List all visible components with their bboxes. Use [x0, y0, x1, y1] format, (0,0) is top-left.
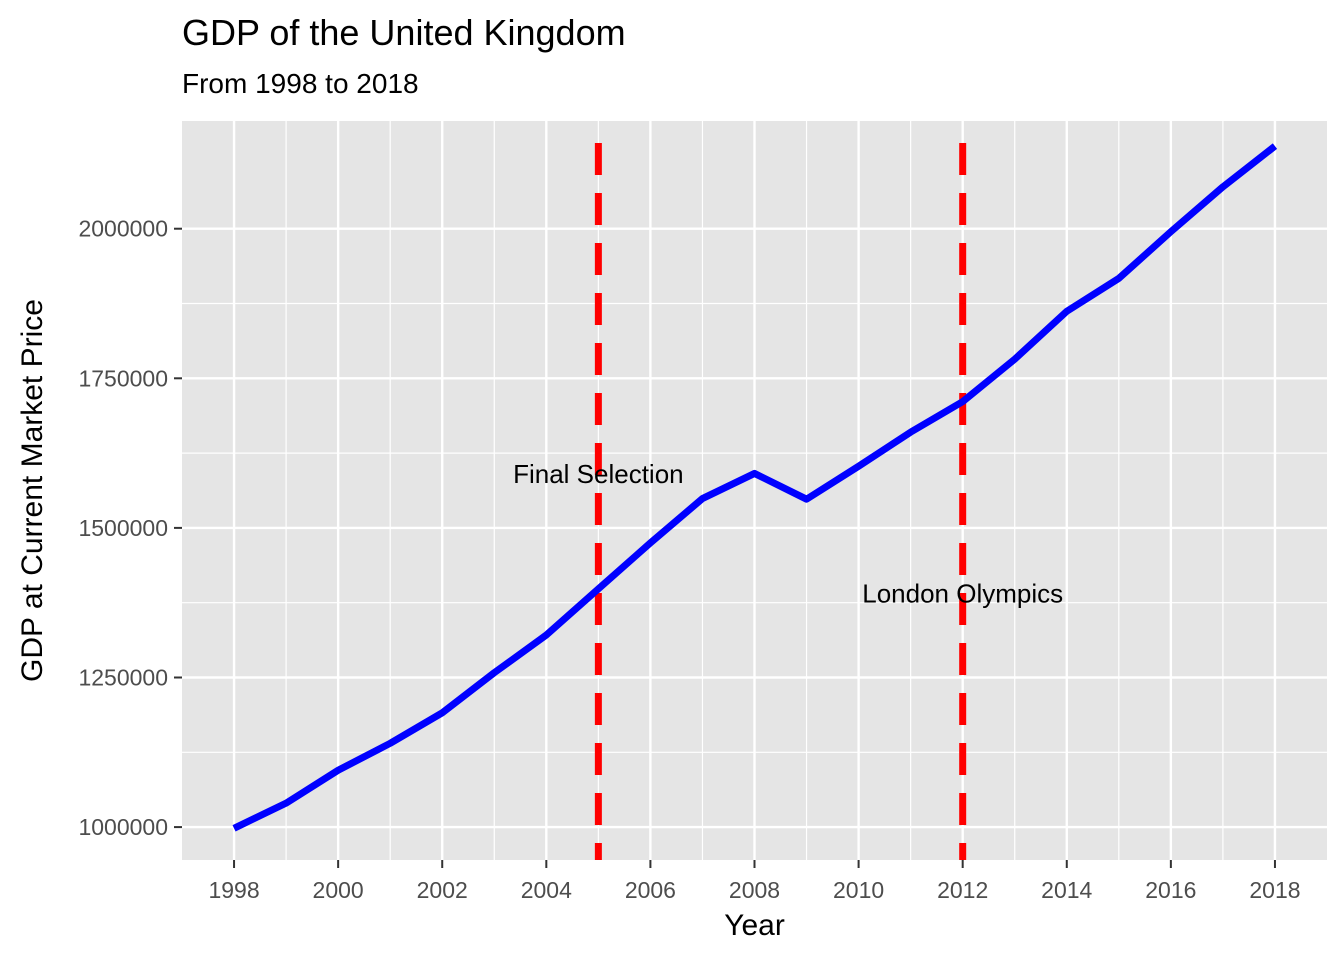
series-line [232, 143, 1278, 832]
x-tick-label: 2012 [937, 877, 988, 903]
x-tick-label: 2014 [1041, 877, 1092, 903]
x-tick-label: 2000 [313, 877, 364, 903]
chart-subtitle: From 1998 to 2018 [182, 68, 419, 99]
x-tick-label: 2008 [729, 877, 780, 903]
series-layer [232, 143, 1278, 832]
x-tick-label: 2004 [521, 877, 572, 903]
reference-lines [594, 143, 967, 860]
x-tick-label: 1998 [208, 877, 259, 903]
y-tick-label: 1500000 [78, 515, 168, 541]
x-tick-label: 2002 [417, 877, 468, 903]
y-tick-label: 1000000 [78, 814, 168, 840]
x-tick-label: 2016 [1145, 877, 1196, 903]
annotation-label: London Olympics [862, 579, 1063, 609]
y-tick-label: 1750000 [78, 365, 168, 391]
x-tick-label: 2010 [833, 877, 884, 903]
y-tick-label: 1250000 [78, 664, 168, 690]
y-tick-label: 2000000 [78, 216, 168, 242]
chart-title: GDP of the United Kingdom [182, 12, 626, 53]
annotation-label: Final Selection [513, 459, 684, 489]
x-axis: 1998 2000 2002 2004 2006 2008 2010 2012 2014 2016… [208, 860, 1301, 903]
x-tick-label: 2006 [625, 877, 676, 903]
y-axis-title: GDP at Current Market Price [16, 299, 49, 682]
annotations: Final Selection London Olympics [513, 459, 1063, 609]
x-tick-label: 2018 [1249, 877, 1300, 903]
x-axis-title: Year [724, 909, 785, 942]
grid-minor [182, 121, 1327, 860]
y-axis: 1000000 1250000 1500000 1750000 2000000 [78, 216, 182, 840]
